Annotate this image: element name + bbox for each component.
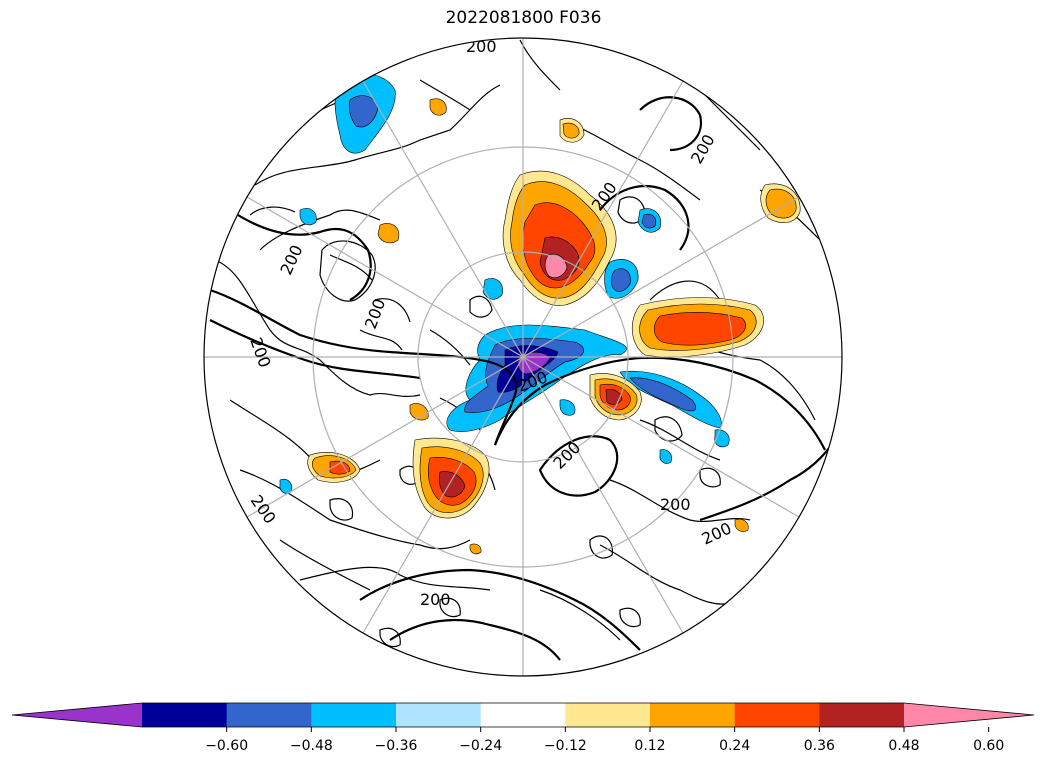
map-boundary: [203, 37, 843, 677]
colorbar-swatch: [226, 703, 312, 727]
colorbar-swatch: [396, 703, 482, 727]
colorbar-tick-label: 0.48: [888, 738, 919, 754]
contour-label: 200: [687, 131, 719, 167]
colorbar-swatch: [480, 703, 566, 727]
colorbar-tick-label: −0.60: [205, 738, 248, 754]
colorbar-tick-label: 0.60: [973, 738, 1004, 754]
colorbar-swatch: [565, 703, 651, 727]
height-contours: [209, 96, 836, 661]
contour-label: 200: [247, 491, 280, 527]
anomaly-field: [279, 73, 801, 555]
colorbar-swatch: [142, 703, 228, 727]
colorbar-tick-label: −0.24: [459, 738, 502, 754]
colorbar-outline: [11, 702, 1035, 728]
colorbar-swatch: [734, 703, 820, 727]
colorbar-tick-label: −0.48: [290, 738, 333, 754]
contour-label: 200: [549, 438, 584, 473]
graticule: [204, 38, 842, 676]
colorbar-tick-label: 0.12: [634, 738, 665, 754]
colorbar-tick-label: −0.36: [375, 738, 418, 754]
colorbar-extend-high: [904, 703, 1034, 727]
contour-label: 200: [420, 590, 451, 609]
contour-label: 200: [276, 242, 306, 278]
colorbar-swatch: [311, 703, 397, 727]
colorbar-tick-label: 0.24: [719, 738, 750, 754]
contour-label: 200: [466, 37, 497, 56]
colorbar-swatch: [650, 703, 736, 727]
contour-label: 200: [660, 495, 691, 514]
polar-map: 200 200 200 200 200 200 200 200 200 200 …: [203, 37, 843, 677]
colorbar-extend-low: [12, 703, 142, 727]
contour-label: 200: [246, 335, 274, 370]
colorbar-tick-label: −0.12: [544, 738, 587, 754]
contour-label: 200: [361, 296, 389, 331]
colorbar-swatch: [819, 703, 905, 727]
colorbar-tick-label: 0.36: [804, 738, 835, 754]
contour-label: 200: [699, 518, 735, 548]
map-title: 2022081800 F036: [445, 8, 602, 28]
